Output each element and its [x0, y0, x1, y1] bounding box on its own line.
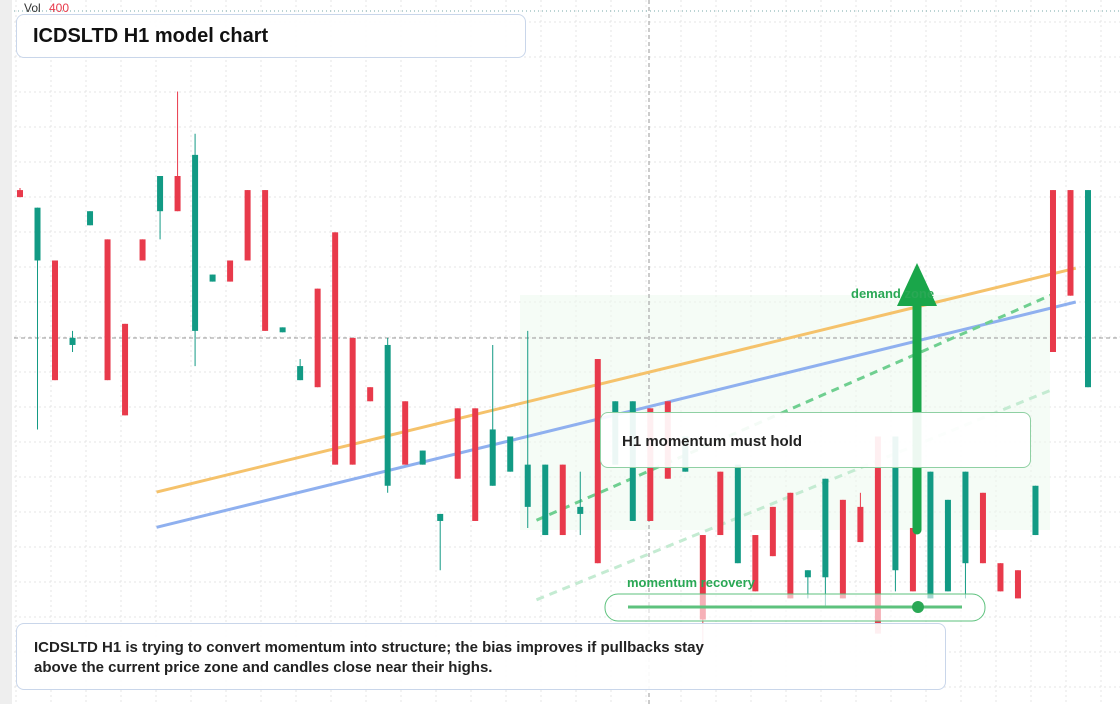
candle-body [419, 450, 426, 465]
candle-body [752, 535, 759, 592]
candle-body [157, 176, 164, 212]
vol-value: 400 [49, 1, 69, 15]
trendline [535, 293, 1052, 522]
candle-body [577, 506, 584, 514]
candle-body [997, 563, 1004, 592]
candle-body [962, 471, 969, 564]
candle-body [384, 344, 391, 486]
arrow-head [897, 263, 937, 306]
candle-body [559, 464, 566, 536]
candle-body [1049, 190, 1056, 352]
candle-body [542, 464, 549, 536]
candle-body [524, 464, 531, 507]
candle-body [857, 506, 864, 543]
summary-box: ICDSLTD H1 is trying to convert momentum… [16, 623, 946, 690]
candle-body [1014, 570, 1021, 599]
candle-body [122, 323, 129, 416]
candle-body [104, 239, 111, 381]
candle-body [804, 570, 811, 578]
candle-body [734, 464, 741, 564]
summary: ICDSLTD H1 is trying to convert momentum… [34, 639, 704, 676]
candle-body [349, 337, 356, 465]
candle-body [437, 513, 444, 521]
candle-body [174, 176, 181, 212]
candle-body [787, 492, 794, 599]
candle-body [139, 239, 146, 261]
candle-body [979, 492, 986, 564]
slider-knob[interactable] [912, 601, 924, 613]
candle-body [17, 190, 23, 198]
candle-body [1085, 190, 1091, 388]
candle-body [699, 535, 706, 620]
candle-body [402, 401, 409, 465]
candle-body [279, 327, 286, 333]
candle-body [262, 190, 269, 331]
slider-label: momentum recovery [627, 575, 756, 590]
vol-label: Vol [24, 1, 41, 15]
candle-body [192, 154, 199, 331]
candle-body [297, 366, 304, 381]
zone-label: demand zone [851, 286, 934, 301]
callout: H1 momentum must hold [600, 412, 1031, 468]
candle-body [769, 506, 776, 557]
title: ICDSLTD H1 model chart [16, 14, 526, 58]
candle-body [87, 211, 94, 226]
candle-body [314, 288, 321, 388]
candle-body [927, 471, 934, 599]
candle-body [209, 274, 216, 282]
candle-body [454, 408, 461, 479]
candle-body [489, 429, 496, 486]
candle-body [244, 190, 251, 261]
candle-body [717, 471, 724, 536]
candle-body [507, 436, 514, 472]
candle-body [892, 436, 899, 571]
candle-body [874, 436, 881, 634]
candle-body [367, 387, 374, 402]
candle-body [594, 359, 601, 564]
candle-body [1032, 485, 1039, 536]
candle-body [52, 260, 59, 381]
candle-body [472, 408, 479, 521]
candle-body [839, 499, 846, 599]
candle-body [69, 337, 76, 345]
candle-body [822, 478, 829, 578]
candle-body [34, 207, 41, 261]
candle-body [332, 232, 339, 465]
candle-body [944, 499, 951, 592]
candle-body [227, 260, 234, 282]
candle-body [909, 528, 916, 592]
left-edge [0, 0, 12, 704]
candle-body [1067, 190, 1074, 296]
